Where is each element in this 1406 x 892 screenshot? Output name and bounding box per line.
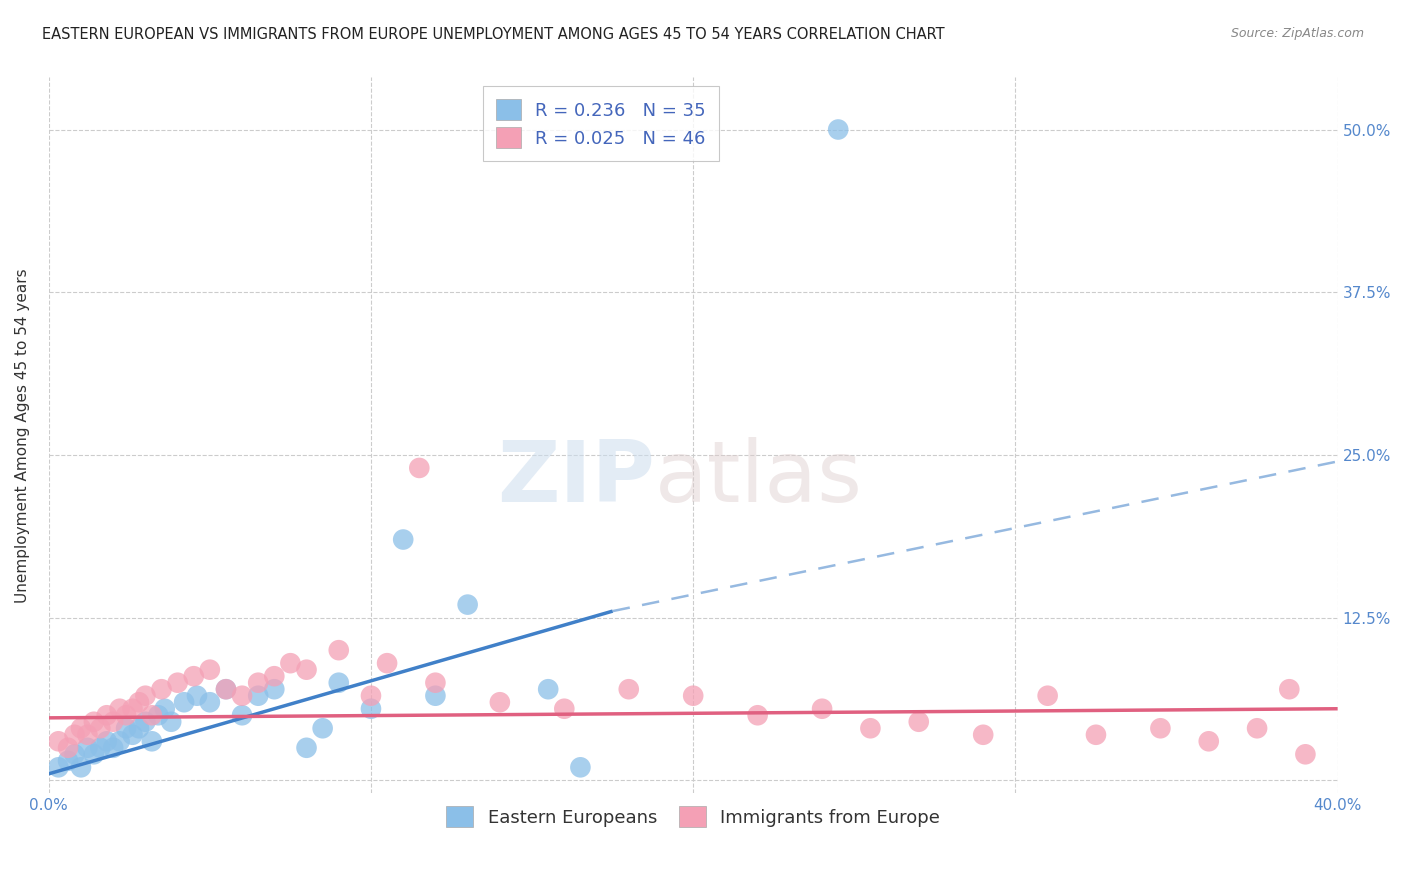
Point [425,689,447,703]
Point [115,721,138,735]
Point [328,675,350,690]
Point [295,740,318,755]
Point [96,734,118,748]
Point [121,702,143,716]
Point [89,721,111,735]
Point [70,760,93,774]
Point [150,682,173,697]
Point [153,702,176,716]
Text: atlas: atlas [655,437,862,520]
Point [682,689,704,703]
Point [972,728,994,742]
Point [375,656,398,670]
Point [1278,682,1301,697]
Point [63,747,86,762]
Text: ZIP: ZIP [496,437,655,520]
Point [489,695,512,709]
Point [89,740,111,755]
Point [408,461,430,475]
Point [56,754,79,768]
Point [48,734,70,748]
Point [148,708,170,723]
Point [70,721,93,735]
Point [173,695,195,709]
Point [134,714,156,729]
Point [63,728,86,742]
Point [1198,734,1220,748]
Point [56,740,79,755]
Point [198,663,221,677]
Point [83,747,105,762]
Y-axis label: Unemployment Among Ages 45 to 54 years: Unemployment Among Ages 45 to 54 years [15,268,30,603]
Point [747,708,769,723]
Point [360,689,382,703]
Point [457,598,479,612]
Point [115,708,138,723]
Point [108,702,131,716]
Point [103,714,125,729]
Point [108,734,131,748]
Point [215,682,238,697]
Point [1246,721,1268,735]
Point [1149,721,1171,735]
Point [311,721,333,735]
Text: Source: ZipAtlas.com: Source: ZipAtlas.com [1230,27,1364,40]
Point [859,721,882,735]
Point [263,682,285,697]
Point [166,675,188,690]
Point [811,702,834,716]
Point [263,669,285,683]
Point [569,760,592,774]
Point [247,675,270,690]
Point [328,643,350,657]
Point [83,714,105,729]
Point [1294,747,1316,762]
Point [280,656,302,670]
Point [1084,728,1107,742]
Point [76,740,98,755]
Point [128,695,150,709]
Point [76,728,98,742]
Point [128,721,150,735]
Point [198,695,221,709]
Point [215,682,238,697]
Point [186,689,208,703]
Point [827,122,849,136]
Point [134,689,156,703]
Point [121,728,143,742]
Point [537,682,560,697]
Point [231,689,253,703]
Point [553,702,575,716]
Point [295,663,318,677]
Point [1036,689,1059,703]
Point [103,740,125,755]
Point [141,734,163,748]
Point [183,669,205,683]
Text: EASTERN EUROPEAN VS IMMIGRANTS FROM EUROPE UNEMPLOYMENT AMONG AGES 45 TO 54 YEAR: EASTERN EUROPEAN VS IMMIGRANTS FROM EURO… [42,27,945,42]
Legend: Eastern Europeans, Immigrants from Europe: Eastern Europeans, Immigrants from Europ… [439,799,948,834]
Point [425,675,447,690]
Point [392,533,415,547]
Point [907,714,929,729]
Point [96,708,118,723]
Point [48,760,70,774]
Point [360,702,382,716]
Point [160,714,183,729]
Point [617,682,640,697]
Point [141,708,163,723]
Point [247,689,270,703]
Point [231,708,253,723]
